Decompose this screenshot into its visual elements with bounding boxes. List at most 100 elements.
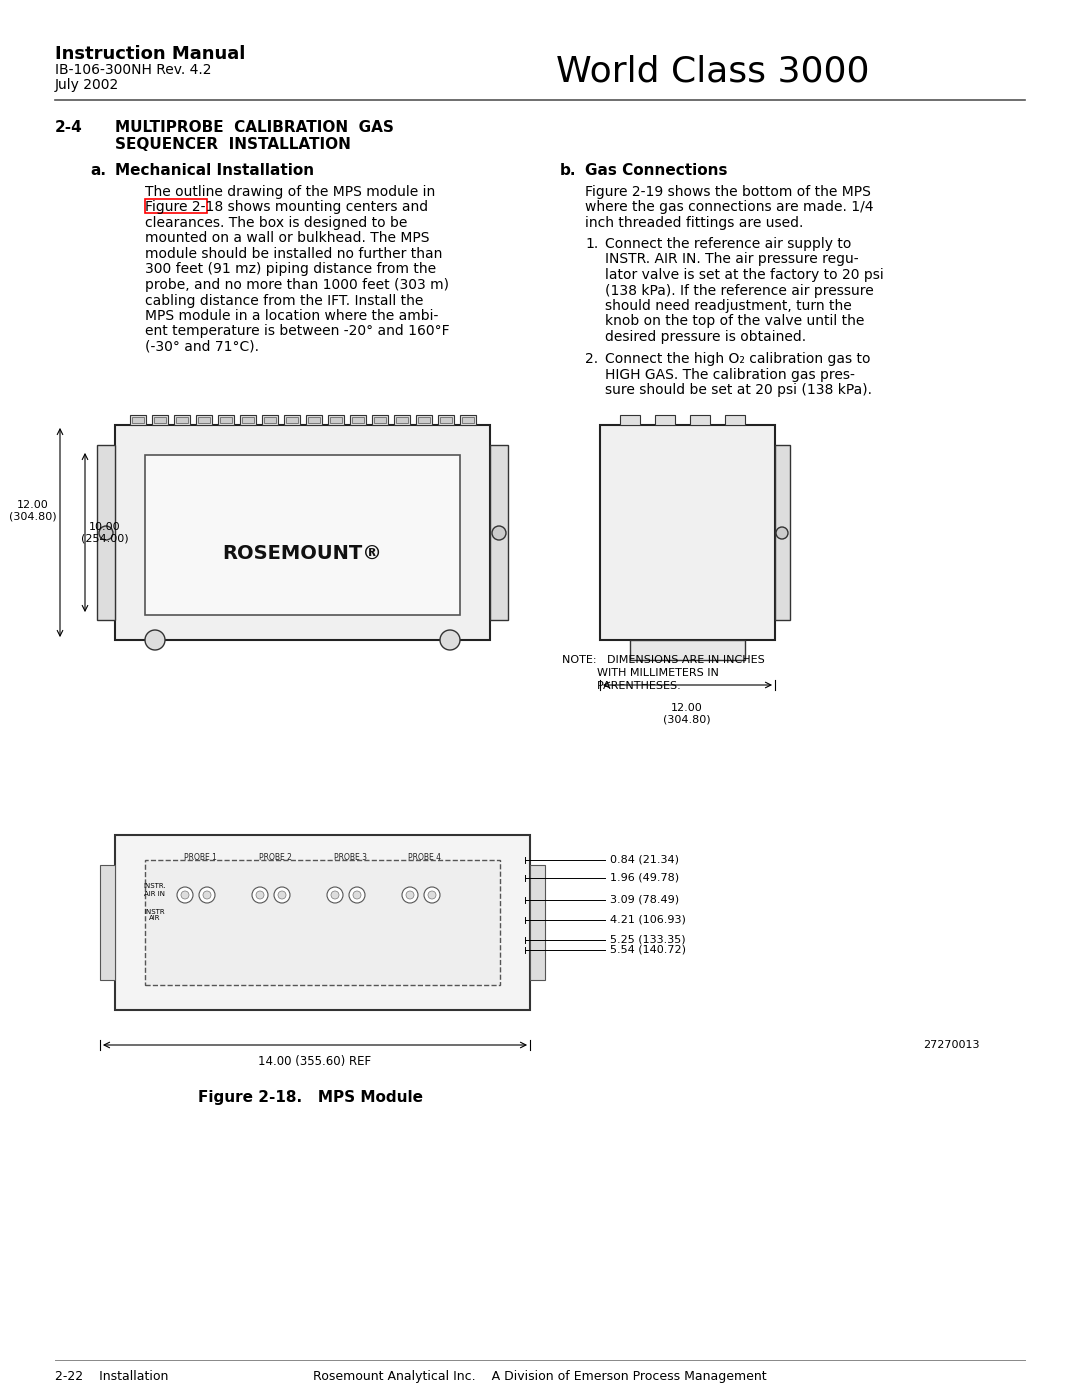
Bar xyxy=(132,416,144,423)
Bar xyxy=(328,415,345,425)
Bar xyxy=(145,861,500,985)
Text: NOTE:   DIMENSIONS ARE IN INCHES: NOTE: DIMENSIONS ARE IN INCHES xyxy=(562,655,765,665)
Circle shape xyxy=(181,891,189,900)
Text: Instruction Manual: Instruction Manual xyxy=(55,45,245,63)
Circle shape xyxy=(349,887,365,902)
Text: HIGH GAS. The calibration gas pres-: HIGH GAS. The calibration gas pres- xyxy=(605,367,855,381)
Bar xyxy=(174,415,190,425)
Text: module should be installed no further than: module should be installed no further th… xyxy=(145,247,443,261)
Circle shape xyxy=(424,887,440,902)
Circle shape xyxy=(402,887,418,902)
Text: ROSEMOUNT®: ROSEMOUNT® xyxy=(222,543,382,563)
Circle shape xyxy=(327,887,343,902)
Bar xyxy=(198,416,210,423)
Text: The outline drawing of the MPS module in: The outline drawing of the MPS module in xyxy=(145,184,435,198)
Text: Figure 2-19 shows the bottom of the MPS: Figure 2-19 shows the bottom of the MPS xyxy=(585,184,870,198)
Bar xyxy=(154,416,166,423)
Bar xyxy=(330,416,342,423)
Text: MULTIPROBE  CALIBRATION  GAS: MULTIPROBE CALIBRATION GAS xyxy=(114,120,394,136)
Circle shape xyxy=(203,891,211,900)
Text: 0.84 (21.34): 0.84 (21.34) xyxy=(610,855,679,865)
Text: Connect the reference air supply to: Connect the reference air supply to xyxy=(605,237,851,251)
Bar xyxy=(372,415,388,425)
Text: cabling distance from the IFT. Install the: cabling distance from the IFT. Install t… xyxy=(145,293,423,307)
Circle shape xyxy=(492,527,507,541)
Text: 27270013: 27270013 xyxy=(923,1039,980,1051)
Text: SEQUENCER  INSTALLATION: SEQUENCER INSTALLATION xyxy=(114,137,351,152)
Bar xyxy=(374,416,386,423)
Bar xyxy=(418,416,430,423)
Text: lator valve is set at the factory to 20 psi: lator valve is set at the factory to 20 … xyxy=(605,268,883,282)
Bar xyxy=(240,415,256,425)
Text: 5.54 (140.72): 5.54 (140.72) xyxy=(610,944,686,956)
Bar xyxy=(308,416,320,423)
Text: PROBE 2: PROBE 2 xyxy=(258,854,292,862)
Text: World Class 3000: World Class 3000 xyxy=(556,54,870,89)
Text: 2-22    Installation: 2-22 Installation xyxy=(55,1370,168,1383)
Bar xyxy=(440,416,453,423)
Text: 4.21 (106.93): 4.21 (106.93) xyxy=(610,915,686,925)
Circle shape xyxy=(330,891,339,900)
Bar xyxy=(620,415,640,425)
Bar xyxy=(97,446,114,620)
Bar xyxy=(176,416,188,423)
Text: July 2002: July 2002 xyxy=(55,78,119,92)
Bar xyxy=(152,415,168,425)
Text: inch threaded fittings are used.: inch threaded fittings are used. xyxy=(585,217,804,231)
Text: PROBE 4: PROBE 4 xyxy=(408,854,442,862)
Bar xyxy=(286,416,298,423)
Text: INSTR.
AIR IN: INSTR. AIR IN xyxy=(144,883,166,897)
Text: PROBE 3: PROBE 3 xyxy=(334,854,366,862)
Text: desired pressure is obtained.: desired pressure is obtained. xyxy=(605,330,806,344)
Bar xyxy=(654,415,675,425)
Text: knob on the top of the valve until the: knob on the top of the valve until the xyxy=(605,314,864,328)
Bar xyxy=(220,416,232,423)
Text: 2-4: 2-4 xyxy=(55,120,83,136)
Bar xyxy=(195,415,212,425)
Circle shape xyxy=(177,887,193,902)
Text: MPS module in a location where the ambi-: MPS module in a location where the ambi- xyxy=(145,309,438,323)
Text: INSTR
AIR: INSTR AIR xyxy=(145,908,165,922)
Text: WITH MILLIMETERS IN: WITH MILLIMETERS IN xyxy=(562,668,719,678)
Text: 10.00
(254.00): 10.00 (254.00) xyxy=(81,521,129,543)
Circle shape xyxy=(428,891,436,900)
Text: Mechanical Installation: Mechanical Installation xyxy=(114,163,314,177)
Bar xyxy=(600,425,775,640)
Text: a.: a. xyxy=(90,163,106,177)
Bar xyxy=(394,415,410,425)
Text: 14.00 (355.60) REF: 14.00 (355.60) REF xyxy=(258,1055,372,1067)
Circle shape xyxy=(278,891,286,900)
Circle shape xyxy=(199,887,215,902)
Text: where the gas connections are made. 1/4: where the gas connections are made. 1/4 xyxy=(585,201,874,215)
Bar xyxy=(130,415,146,425)
Text: 5.25 (133.35): 5.25 (133.35) xyxy=(610,935,686,944)
Text: 3.09 (78.49): 3.09 (78.49) xyxy=(610,895,679,905)
Text: PARENTHESES.: PARENTHESES. xyxy=(562,680,680,692)
Text: 12.00
(304.80): 12.00 (304.80) xyxy=(663,703,711,725)
Circle shape xyxy=(353,891,361,900)
Bar xyxy=(438,415,454,425)
Text: sure should be set at 20 psi (138 kPa).: sure should be set at 20 psi (138 kPa). xyxy=(605,383,872,397)
Text: 12.00
(304.80): 12.00 (304.80) xyxy=(10,500,57,522)
Text: (-30° and 71°C).: (-30° and 71°C). xyxy=(145,339,259,353)
Bar xyxy=(145,455,460,615)
Text: Rosemount Analytical Inc.    A Division of Emerson Process Management: Rosemount Analytical Inc. A Division of … xyxy=(313,1370,767,1383)
Text: ent temperature is between -20° and 160°F: ent temperature is between -20° and 160°… xyxy=(145,324,449,338)
Bar xyxy=(100,865,114,981)
Bar xyxy=(775,446,789,620)
Text: IB-106-300NH Rev. 4.2: IB-106-300NH Rev. 4.2 xyxy=(55,63,212,77)
Circle shape xyxy=(440,630,460,650)
Bar xyxy=(462,416,474,423)
Bar xyxy=(262,415,278,425)
Text: probe, and no more than 1000 feet (303 m): probe, and no more than 1000 feet (303 m… xyxy=(145,278,449,292)
Circle shape xyxy=(252,887,268,902)
Text: Connect the high O₂ calibration gas to: Connect the high O₂ calibration gas to xyxy=(605,352,870,366)
Text: 2.: 2. xyxy=(585,352,598,366)
Text: should need readjustment, turn the: should need readjustment, turn the xyxy=(605,299,852,313)
Bar xyxy=(460,415,476,425)
Bar xyxy=(530,865,545,981)
Text: clearances. The box is designed to be: clearances. The box is designed to be xyxy=(145,217,407,231)
Text: mounted on a wall or bulkhead. The MPS: mounted on a wall or bulkhead. The MPS xyxy=(145,232,430,246)
Text: Figure 2-18 shows mounting centers and: Figure 2-18 shows mounting centers and xyxy=(145,201,428,215)
Bar xyxy=(114,425,490,640)
